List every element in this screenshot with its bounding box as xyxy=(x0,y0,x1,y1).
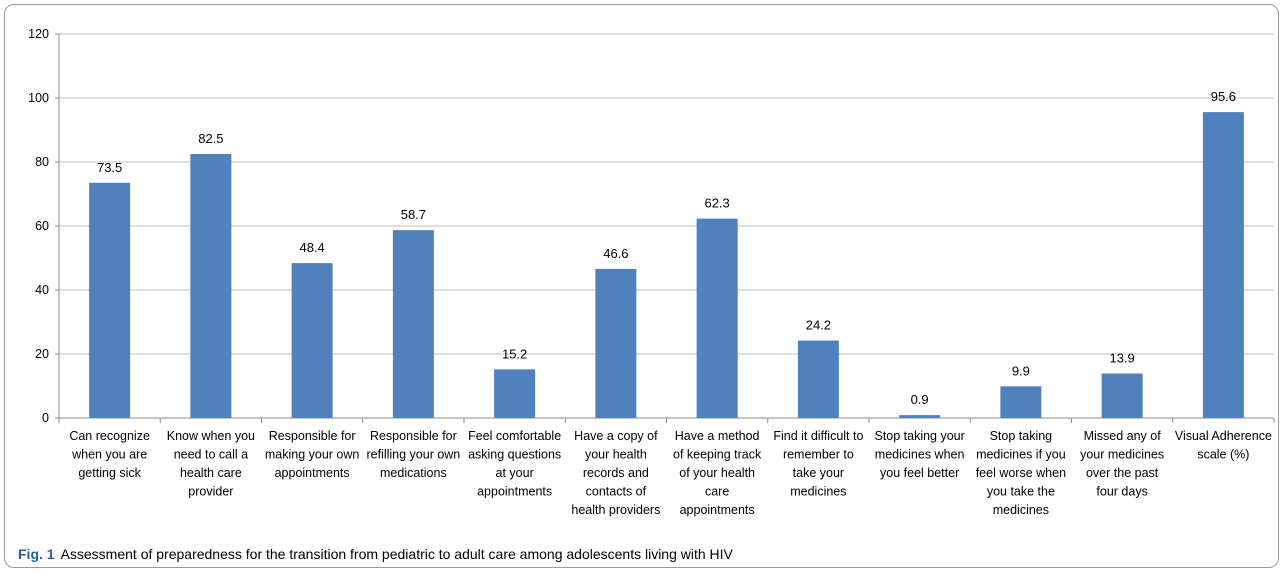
data-label-8: 24.2 xyxy=(806,318,831,333)
y-tick-label-40: 40 xyxy=(35,283,49,297)
data-label-11: 13.9 xyxy=(1109,351,1134,366)
y-tick-label-120: 120 xyxy=(28,27,49,41)
figure-caption: Fig. 1 Assessment of preparedness for the… xyxy=(18,546,733,562)
data-label-3: 48.4 xyxy=(299,240,324,255)
category-label-line: Find it difficult to xyxy=(773,429,863,443)
category-label-1: Can recognize when you are getting sick xyxy=(69,429,150,480)
category-label-line: health providers xyxy=(571,503,660,517)
category-label-line: when you are xyxy=(71,448,147,462)
category-label-line: medicines if you xyxy=(976,448,1066,462)
category-label-line: Responsible for xyxy=(269,429,356,443)
category-label-line: medicines when xyxy=(875,448,965,462)
y-tick-label-20: 20 xyxy=(35,347,49,361)
category-label-7: Have a method of keeping track of your hea… xyxy=(673,429,762,517)
y-tick-label-100: 100 xyxy=(28,91,49,105)
category-label-line: Have a method xyxy=(675,429,760,443)
category-label-line: getting sick xyxy=(78,466,141,480)
y-tick-label-80: 80 xyxy=(35,155,49,169)
category-label-3: Responsible for making your own appointmen… xyxy=(265,429,360,480)
bar-2 xyxy=(190,154,232,418)
category-label-6: Have a copy of your health records and cont… xyxy=(571,429,660,517)
data-label-5: 15.2 xyxy=(502,346,527,361)
category-label-line: of keeping track xyxy=(673,448,762,462)
category-label-line: Have a copy of xyxy=(574,429,658,443)
category-label-10: Stop taking medicines if you feel worse wh… xyxy=(976,429,1066,517)
data-label-6: 46.6 xyxy=(603,246,628,261)
category-label-line: making your own xyxy=(265,448,360,462)
category-label-line: four days xyxy=(1096,485,1147,499)
category-label-line: provider xyxy=(188,485,233,499)
bar-9 xyxy=(899,415,941,418)
category-label-line: appointments xyxy=(477,485,552,499)
category-label-line: medicines xyxy=(790,485,846,499)
category-label-line: at your xyxy=(496,466,534,480)
category-label-line: over the past xyxy=(1086,466,1159,480)
category-label-line: asking questions xyxy=(468,448,561,462)
category-label-line: records and xyxy=(583,466,649,480)
category-label-line: Stop taking your xyxy=(874,429,964,443)
bar-5 xyxy=(494,369,536,418)
category-label-line: need to call a xyxy=(174,448,248,462)
category-label-line: appointments xyxy=(680,503,755,517)
category-label-line: Feel comfortable xyxy=(468,429,561,443)
bar-6 xyxy=(595,268,637,418)
category-label-line: Missed any of xyxy=(1084,429,1162,443)
caption-text: Assessment of preparedness for the trans… xyxy=(60,546,733,562)
category-label-line: refilling your own xyxy=(366,448,460,462)
category-label-9: Stop taking your medicines when you feel b… xyxy=(874,429,964,480)
y-tick-label-0: 0 xyxy=(42,411,49,425)
y-tick-label-60: 60 xyxy=(35,219,49,233)
category-label-line: health care xyxy=(180,466,242,480)
data-label-1: 73.5 xyxy=(97,160,122,175)
bar-1 xyxy=(89,182,131,418)
category-label-11: Missed any of your medicines over the past… xyxy=(1080,429,1164,499)
figure-frame: 0 20 40 60 80 100 120 73.5 Can recognize when you… xyxy=(4,4,1279,568)
category-label-4: Responsible for refilling your own medicat… xyxy=(366,429,460,480)
bar-chart: 0 20 40 60 80 100 120 73.5 Can recognize when you… xyxy=(28,27,1275,517)
figure-label: Fig. 1 xyxy=(18,546,55,562)
bar-10 xyxy=(1000,386,1042,418)
category-label-line: scale (%) xyxy=(1197,448,1249,462)
bar-7 xyxy=(696,218,738,418)
category-label-12: Visual Adherence scale (%) xyxy=(1175,429,1272,462)
category-label-line: Can recognize xyxy=(69,429,150,443)
category-label-line: you take the xyxy=(987,485,1055,499)
bar-4 xyxy=(392,230,434,418)
category-label-line: you feel better xyxy=(880,466,959,480)
data-label-9: 0.9 xyxy=(911,392,929,407)
category-label-line: take your xyxy=(793,466,844,480)
category-label-line: medicines xyxy=(993,503,1049,517)
category-label-line: Responsible for xyxy=(370,429,457,443)
category-label-line: of your health xyxy=(679,466,755,480)
category-label-line: your health xyxy=(585,448,647,462)
category-label-2: Know when you need to call a health care pr… xyxy=(167,429,255,499)
category-label-line: care xyxy=(705,485,729,499)
data-label-4: 58.7 xyxy=(401,207,426,222)
data-label-12: 95.6 xyxy=(1211,89,1236,104)
bar-3 xyxy=(291,263,333,418)
category-label-line: Know when you xyxy=(167,429,255,443)
category-label-line: medications xyxy=(380,466,447,480)
data-label-7: 62.3 xyxy=(704,196,729,211)
category-label-line: feel worse when xyxy=(976,466,1066,480)
category-label-line: Stop taking xyxy=(990,429,1053,443)
category-label-5: Feel comfortable asking questions at your a… xyxy=(468,429,561,499)
category-label-line: appointments xyxy=(275,466,350,480)
data-label-2: 82.5 xyxy=(198,131,223,146)
category-label-line: remember to xyxy=(783,448,854,462)
category-label-line: your medicines xyxy=(1080,448,1164,462)
category-label-line: contacts of xyxy=(586,485,647,499)
category-label-line: Visual Adherence xyxy=(1175,429,1272,443)
bar-11 xyxy=(1101,373,1143,418)
category-label-8: Find it difficult to remember to take your… xyxy=(773,429,863,499)
bar-8 xyxy=(797,340,839,418)
data-label-10: 9.9 xyxy=(1012,363,1030,378)
bar-12 xyxy=(1202,112,1244,418)
